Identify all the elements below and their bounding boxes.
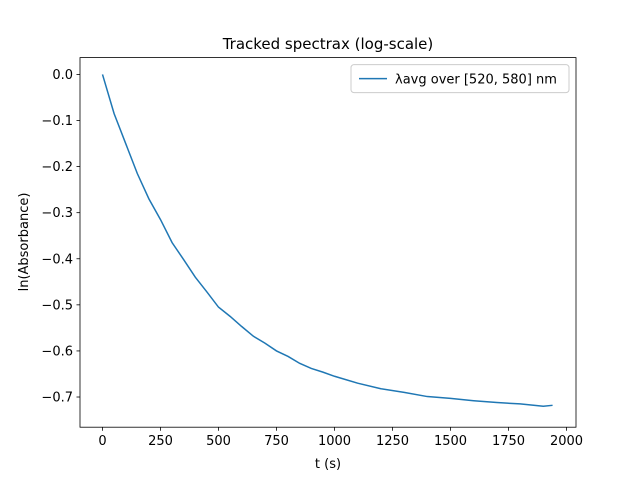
x-tick-label: 1250	[376, 434, 409, 449]
legend-box	[350, 64, 570, 94]
y-tick-label: −0.5	[41, 298, 73, 313]
y-tick-label: −0.2	[41, 160, 73, 175]
plot-frame	[79, 57, 577, 428]
data-line	[101, 74, 553, 407]
x-tick-label: 1500	[434, 434, 467, 449]
y-tick-label: 0.0	[52, 68, 73, 83]
y-axis-label: ln(Absorbance)	[17, 193, 32, 292]
x-tick-label: 1750	[492, 434, 525, 449]
x-tick-label: 0	[98, 434, 106, 449]
x-tick-label: 2000	[550, 434, 583, 449]
chart-title: Tracked spectrax (log-scale)	[222, 35, 434, 53]
legend-label: λavg over [520, 580] nm	[395, 73, 557, 88]
y-tick-label: −0.4	[41, 252, 73, 267]
x-tick-label: 250	[148, 434, 173, 449]
x-axis-label: t (s)	[315, 457, 341, 472]
x-tick-label: 1000	[318, 434, 351, 449]
y-tick-label: −0.3	[41, 206, 73, 221]
y-tick-label: −0.7	[41, 391, 73, 406]
x-tick-label: 500	[206, 434, 231, 449]
y-tick-label: −0.1	[41, 114, 73, 129]
x-tick-label: 750	[264, 434, 289, 449]
y-tick-label: −0.6	[41, 344, 73, 359]
